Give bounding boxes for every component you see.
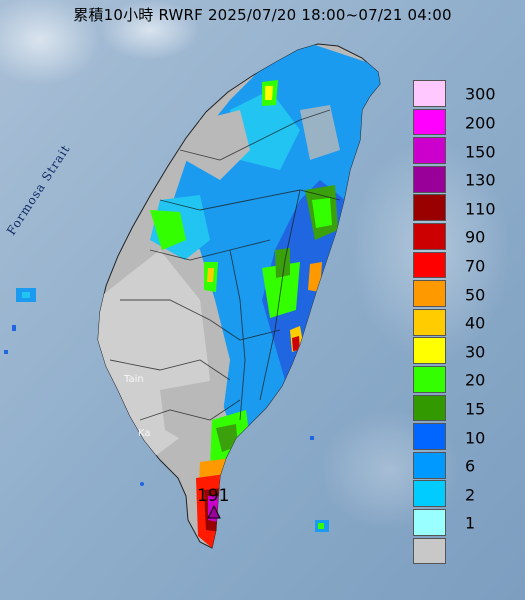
rain-area-20mm — [150, 210, 186, 250]
legend-swatch — [413, 194, 446, 222]
legend-swatch — [413, 137, 446, 164]
place-label-tainan: Tain — [124, 374, 144, 385]
legend-swatch — [413, 509, 446, 536]
legend-label: 6 — [465, 456, 476, 476]
legend-label: 130 — [465, 170, 496, 190]
rain-area-90mm — [292, 336, 300, 351]
rain-area-15mm — [275, 248, 290, 278]
legend-swatch — [413, 451, 446, 479]
rain-area-40mm — [207, 268, 214, 282]
legend-label: 110 — [465, 199, 496, 219]
rain-area-50mm — [308, 262, 322, 292]
legend-swatch — [413, 394, 446, 422]
legend-swatch — [413, 480, 446, 508]
legend-swatch — [413, 165, 446, 193]
legend-swatch — [413, 337, 446, 365]
max-rainfall-label: 191 — [197, 486, 230, 506]
legend-label: 10 — [465, 428, 486, 447]
map-title: 累積10小時 RWRF 2025/07/20 18:00~07/21 04:00 — [73, 6, 452, 24]
legend-label: 70 — [465, 256, 486, 276]
legend-label: 2 — [465, 485, 476, 505]
rain-area-none — [160, 380, 228, 450]
legend-label: 40 — [465, 313, 486, 333]
rain-area-none — [185, 110, 250, 180]
legend-swatch — [413, 280, 446, 307]
legend-swatch — [413, 308, 446, 336]
legend-swatch — [413, 423, 446, 450]
legend-label: 15 — [465, 399, 486, 419]
legend-swatch — [413, 366, 446, 393]
rain-area-30mm — [265, 86, 273, 100]
cloud-patch — [100, 0, 200, 60]
rain-area-none — [300, 105, 340, 160]
legend-label: 1 — [465, 513, 476, 533]
rain-area-20mm — [312, 198, 332, 228]
legend-swatch — [413, 108, 446, 136]
legend-label: 90 — [465, 227, 486, 247]
offshore-islands — [4, 288, 329, 532]
legend-label: 50 — [465, 285, 486, 304]
county-boundaries — [109, 109, 341, 421]
legend-label: 30 — [465, 342, 486, 362]
legend-swatch — [413, 80, 446, 107]
legend-swatch — [413, 223, 446, 250]
legend-swatch — [413, 251, 446, 279]
cloud-patch — [0, 0, 100, 85]
max-rainfall-marker — [207, 505, 221, 519]
legend-label: 20 — [465, 370, 486, 390]
legend-label: 200 — [465, 113, 496, 133]
place-label-kaohsiung: Ka — [138, 428, 151, 439]
cloud-patch — [350, 140, 510, 360]
legend-swatch — [413, 537, 446, 565]
rainfall-legend — [413, 80, 449, 570]
legend-label: 150 — [465, 142, 496, 161]
rain-area-15mm — [216, 424, 238, 452]
legend-label: 300 — [465, 84, 496, 104]
